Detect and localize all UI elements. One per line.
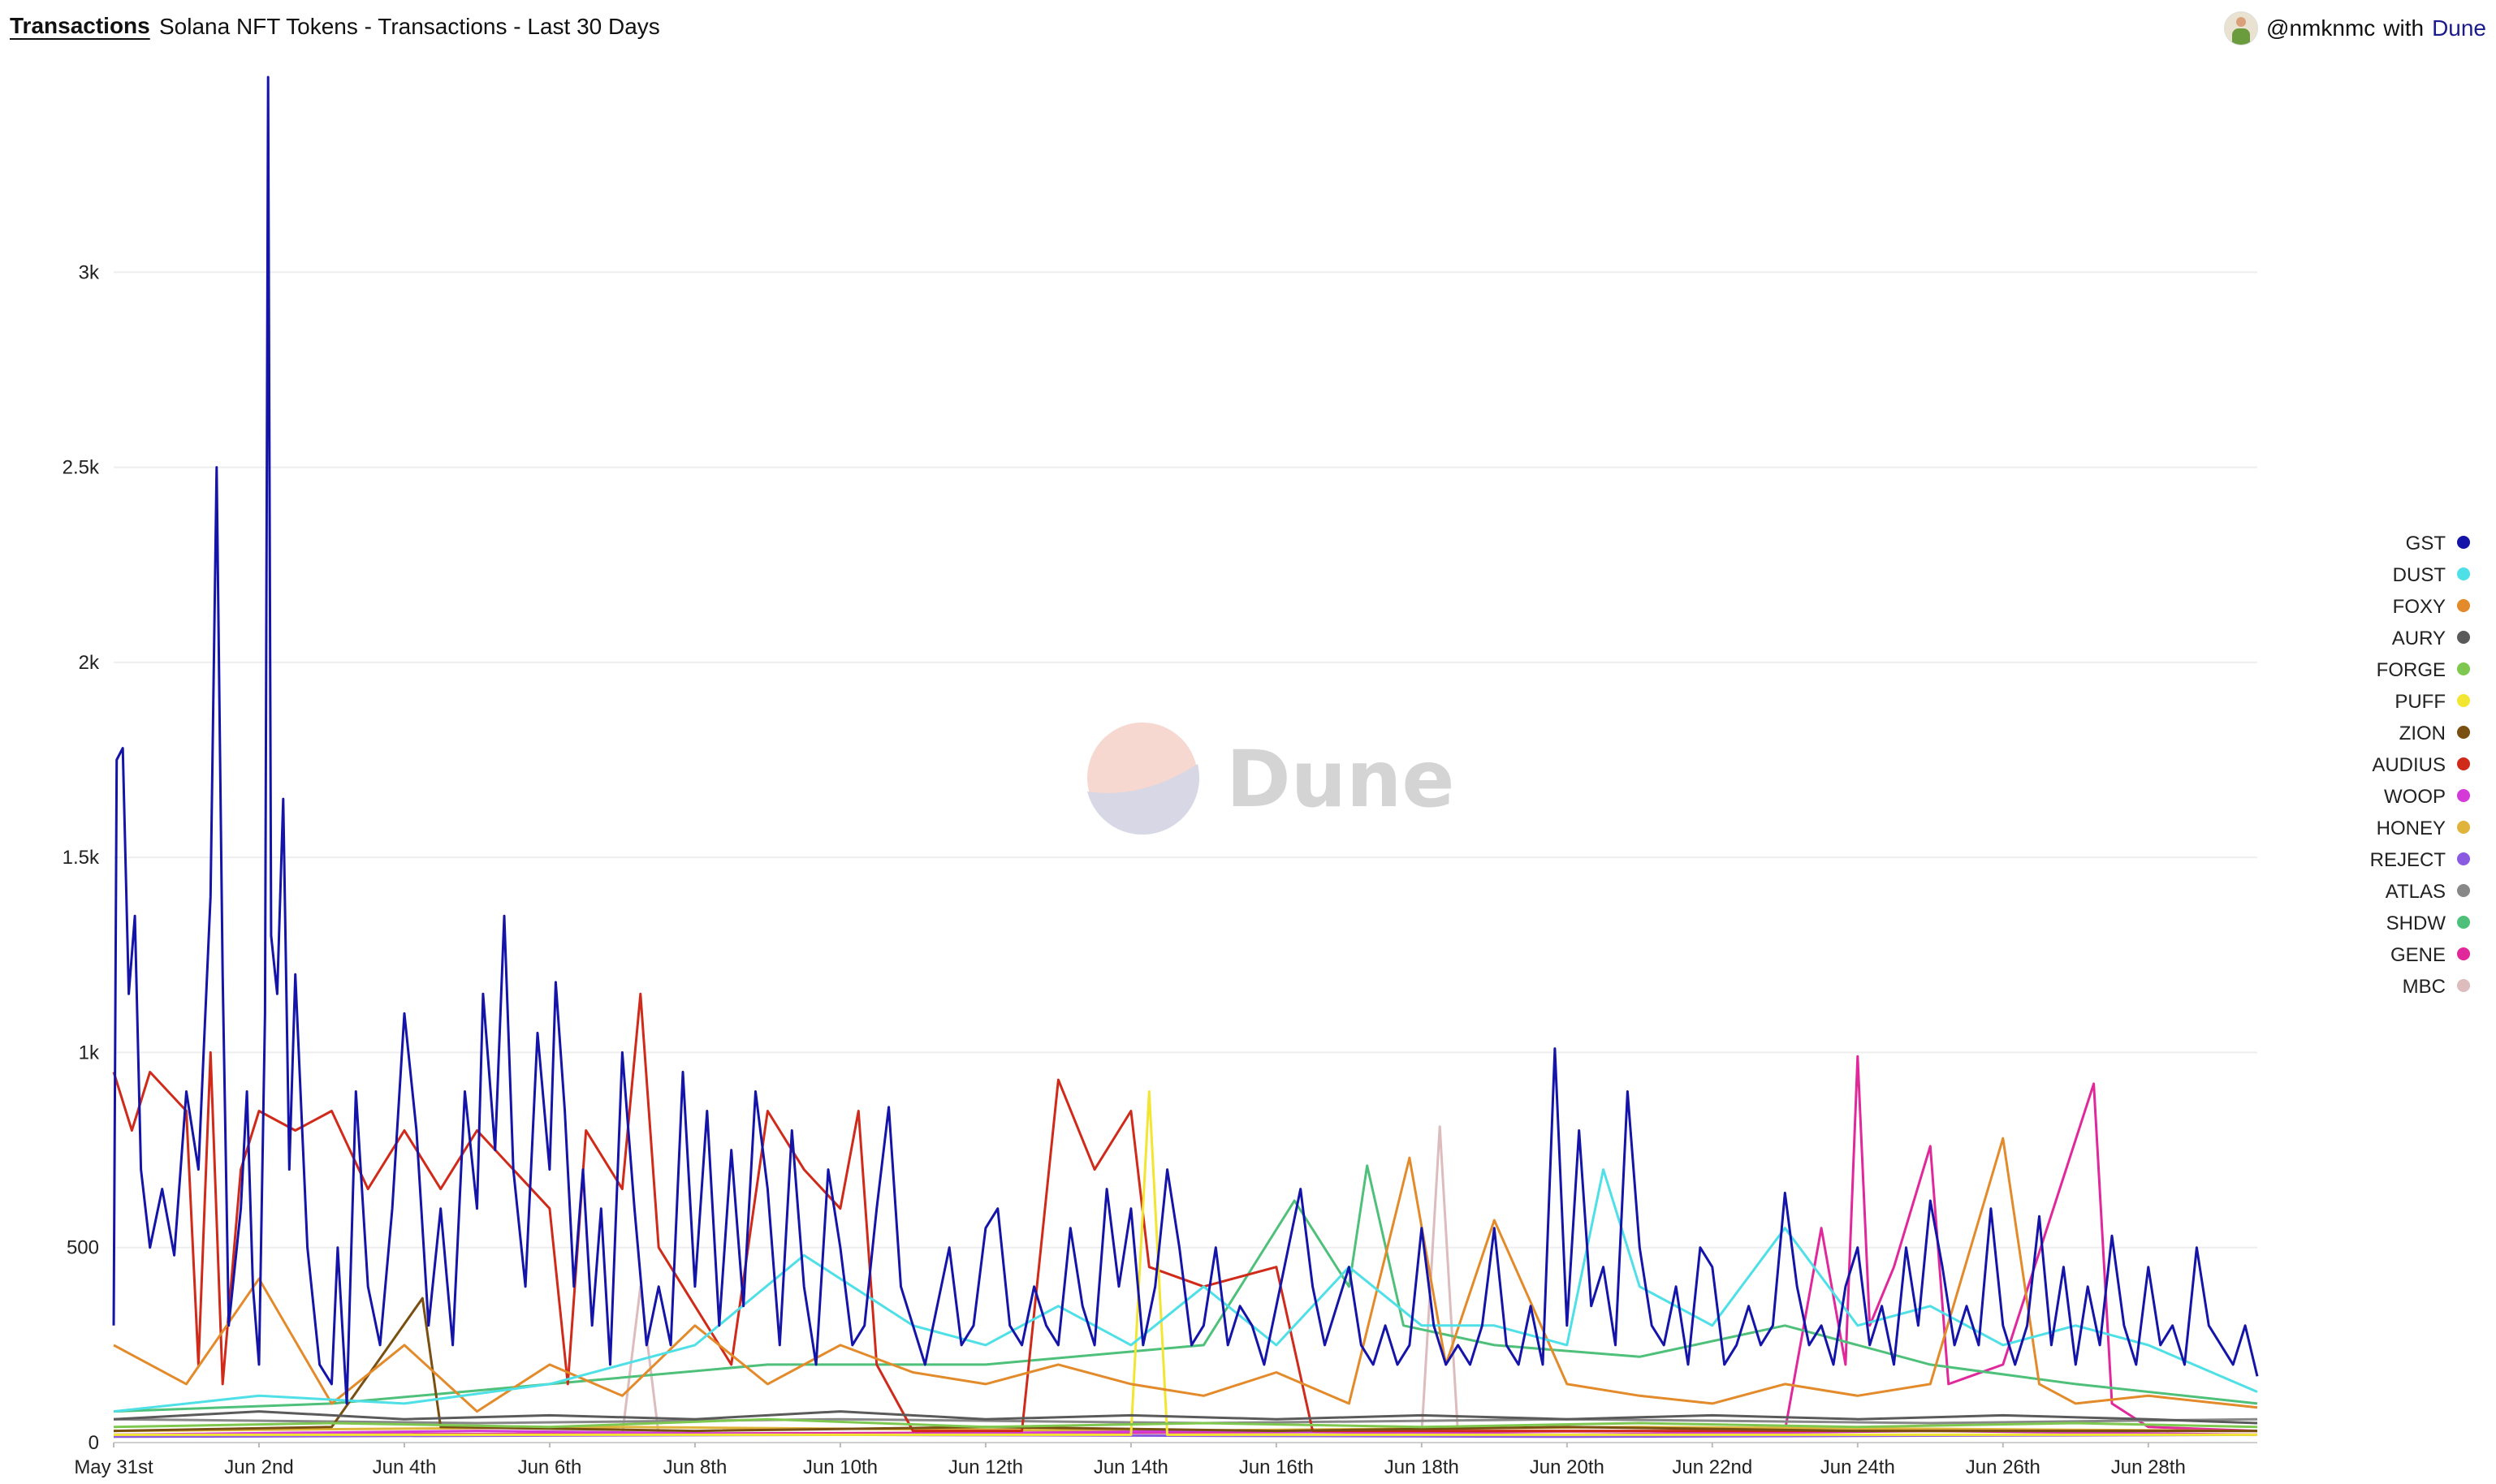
credit[interactable]: @nmknmc with Dune bbox=[2224, 11, 2486, 45]
tab-transactions[interactable]: Transactions bbox=[10, 13, 150, 38]
credit-with: with bbox=[2383, 15, 2425, 41]
legend-swatch-audius bbox=[2457, 757, 2470, 770]
series-line-zion bbox=[113, 1296, 2257, 1433]
series-line-gene bbox=[113, 1055, 2258, 1436]
x-tick-label: Jun 2nd bbox=[224, 1456, 293, 1478]
watermark-circle-bottom bbox=[1087, 764, 1200, 835]
x-tick-label: Jun 20th bbox=[1530, 1456, 1604, 1478]
y-tick-label: 1.5k bbox=[63, 847, 100, 869]
x-tick-label: Jun 26th bbox=[1966, 1456, 2040, 1478]
legend-label-audius: AUDIUS bbox=[2372, 754, 2446, 776]
x-tick-label: Jun 24th bbox=[1820, 1456, 1895, 1478]
legend-swatch-puff bbox=[2457, 694, 2470, 707]
y-tick-label: 2k bbox=[79, 652, 100, 674]
x-tick-label: Jun 14th bbox=[1094, 1456, 1168, 1478]
series-line-shdw bbox=[113, 1164, 2258, 1413]
legend-swatch-gene bbox=[2457, 947, 2470, 960]
header: Transactions Solana NFT Tokens - Transac… bbox=[0, 0, 2496, 57]
series-line-puff bbox=[114, 1090, 2257, 1436]
legend-swatch-atlas bbox=[2457, 884, 2470, 897]
legend-label-dust: DUST bbox=[2393, 564, 2446, 586]
legend-swatch-aury bbox=[2457, 631, 2470, 644]
x-tick-label: Jun 28th bbox=[2111, 1456, 2186, 1478]
x-tick-label: Jun 18th bbox=[1384, 1456, 1459, 1478]
x-tick-label: Jun 10th bbox=[803, 1456, 878, 1478]
legend-label-atlas: ATLAS bbox=[2386, 881, 2446, 903]
y-tick-label: 3k bbox=[79, 261, 100, 283]
x-tick-label: Jun 4th bbox=[373, 1456, 437, 1478]
legend-label-gst: GST bbox=[2406, 533, 2446, 554]
y-tick-label: 500 bbox=[67, 1237, 99, 1259]
legend-label-honey: HONEY bbox=[2377, 817, 2446, 839]
legend-label-forge: FORGE bbox=[2377, 659, 2446, 681]
chart-title: Solana NFT Tokens - Transactions - Last … bbox=[159, 14, 660, 39]
series-line-gst bbox=[112, 75, 2259, 1405]
series-line-forge bbox=[113, 1417, 2258, 1429]
legend-label-reject: REJECT bbox=[2370, 849, 2446, 871]
legend-swatch-woop bbox=[2457, 789, 2470, 802]
x-tick-label: Jun 8th bbox=[663, 1456, 728, 1478]
legend-label-puff: PUFF bbox=[2395, 691, 2446, 713]
y-tick-label: 1k bbox=[79, 1042, 100, 1063]
legend-label-woop: WOOP bbox=[2384, 786, 2446, 808]
credit-user[interactable]: @nmknmc bbox=[2266, 15, 2376, 41]
legend-swatch-reject bbox=[2457, 852, 2470, 865]
legend-label-aury: AURY bbox=[2392, 628, 2446, 649]
series-line-aury bbox=[113, 1410, 2258, 1425]
legend-swatch-mbc bbox=[2457, 979, 2470, 992]
y-tick-label: 0 bbox=[89, 1432, 99, 1454]
legend-label-foxy: FOXY bbox=[2393, 596, 2446, 618]
x-tick-label: May 31st bbox=[74, 1456, 153, 1478]
legend: GST DUST FOXY AURY FORGE PUFF ZION AUDIUS WOOP HO… bbox=[2370, 533, 2470, 998]
legend-swatch-dust bbox=[2457, 567, 2470, 580]
dune-watermark: Dune bbox=[1087, 723, 1454, 835]
x-tick-label: Jun 22nd bbox=[1672, 1456, 1752, 1478]
legend-swatch-shdw bbox=[2457, 916, 2470, 929]
legend-swatch-gst bbox=[2457, 536, 2470, 549]
x-axis: May 31st Jun 2nd Jun 4th Jun 6th Jun 8th Jun … bbox=[74, 1443, 2186, 1478]
legend-label-mbc: MBC bbox=[2403, 976, 2446, 998]
y-axis: 0 500 1k 1.5k 2k 2.5k 3k bbox=[63, 261, 100, 1454]
legend-swatch-zion bbox=[2457, 726, 2470, 739]
legend-swatch-foxy bbox=[2457, 599, 2470, 612]
legend-swatch-honey bbox=[2457, 821, 2470, 834]
watermark-text: Dune bbox=[1226, 734, 1454, 825]
y-tick-label: 2.5k bbox=[63, 457, 100, 479]
avatar[interactable] bbox=[2224, 11, 2259, 45]
legend-label-zion: ZION bbox=[2399, 723, 2446, 744]
series-lines bbox=[112, 75, 2259, 1439]
x-tick-label: Jun 6th bbox=[518, 1456, 582, 1478]
legend-label-shdw: SHDW bbox=[2386, 912, 2446, 934]
legend-label-gene: GENE bbox=[2390, 944, 2446, 966]
series-line-foxy bbox=[113, 1137, 2258, 1413]
credit-brand[interactable]: Dune bbox=[2432, 15, 2486, 41]
series-line-dust bbox=[113, 1168, 2258, 1413]
legend-swatch-forge bbox=[2457, 662, 2470, 675]
x-tick-label: Jun 12th bbox=[948, 1456, 1023, 1478]
x-tick-label: Jun 16th bbox=[1239, 1456, 1314, 1478]
